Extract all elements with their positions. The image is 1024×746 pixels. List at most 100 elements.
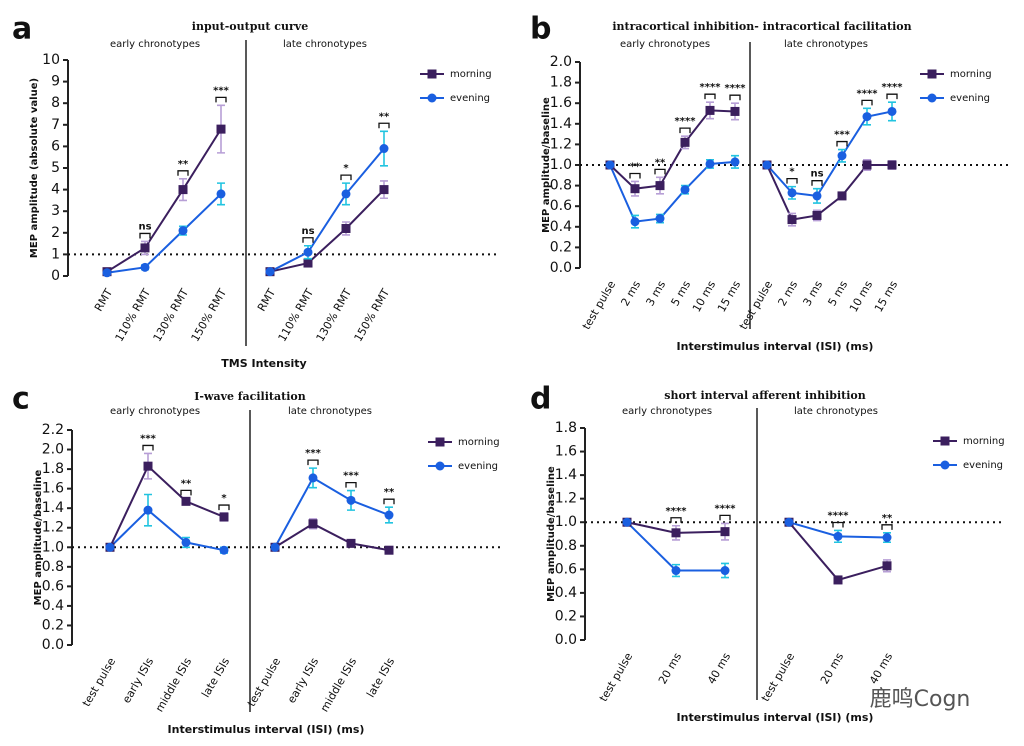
legend-marker [940, 436, 950, 446]
x-tick-label: middle ISIs [153, 655, 195, 714]
legend-marker [940, 460, 950, 470]
data-point [178, 185, 188, 195]
data-point [887, 160, 897, 170]
legend-label: evening [950, 93, 990, 104]
data-point [833, 531, 843, 541]
x-axis-label: TMS Intensity [221, 357, 306, 370]
legend-label: evening [450, 93, 490, 104]
data-point [705, 105, 715, 115]
data-point [341, 189, 351, 199]
data-point [102, 268, 112, 278]
significance-bracket [811, 180, 823, 186]
y-tick-label: 1.2 [555, 491, 577, 507]
significance-bracket [142, 444, 154, 451]
significance-label: **** [857, 88, 879, 99]
x-tick-label: test pulse [759, 650, 797, 704]
data-point [105, 542, 115, 552]
data-point [181, 537, 191, 547]
y-tick-label: 0.4 [42, 598, 64, 614]
data-point [270, 542, 280, 552]
significance-label: *** [834, 130, 850, 141]
data-point [787, 188, 797, 198]
series-line [269, 188, 385, 273]
x-tick-label: 10 ms [690, 278, 718, 314]
watermark: 鹿鸣Cogn [870, 687, 971, 712]
data-point [812, 210, 822, 220]
significance-label: ** [181, 478, 192, 489]
legend-marker [427, 69, 437, 79]
data-point [730, 157, 740, 167]
significance-bracket [302, 237, 314, 243]
x-tick-label: 2 ms [618, 278, 643, 308]
legend-marker [435, 437, 445, 447]
significance-bracket [861, 99, 873, 106]
x-tick-label: 3 ms [643, 278, 668, 308]
y-tick-label: 0.0 [42, 637, 64, 653]
x-axis-label: Interstimulus interval (ISI) (ms) [168, 723, 365, 736]
x-tick-label: 40 ms [705, 650, 733, 686]
significance-label: ** [655, 157, 666, 168]
y-axis-label: MEP amplitude/baseline [541, 97, 552, 233]
y-tick-label: 1.0 [555, 514, 577, 530]
y-tick-label: 2.0 [550, 54, 572, 70]
data-point [784, 517, 794, 527]
y-tick-label: 0.8 [555, 538, 577, 554]
data-point [882, 561, 892, 571]
significance-label: ns [301, 226, 314, 237]
significance-label: **** [882, 82, 904, 93]
y-tick-label: 0.6 [550, 198, 572, 214]
y-tick-label: 1.4 [550, 116, 572, 132]
data-point [341, 223, 351, 233]
x-tick-label: late ISIs [364, 655, 397, 699]
x-tick-label: late ISIs [199, 655, 232, 699]
significance-bracket [307, 459, 319, 466]
legend-label: morning [963, 436, 1005, 447]
significance-bracket [654, 168, 666, 175]
significance-bracket [177, 170, 189, 176]
series-line [109, 508, 225, 552]
data-point [143, 461, 153, 471]
y-tick-label: 9 [51, 74, 60, 90]
y-tick-label: 0.8 [550, 178, 572, 194]
series-line [106, 193, 222, 274]
significance-label: **** [715, 503, 737, 514]
significance-label: ns [138, 221, 151, 232]
data-point [303, 247, 313, 257]
data-point [303, 258, 313, 268]
legend-label: morning [450, 69, 492, 80]
x-axis-label: Interstimulus interval (ISI) (ms) [677, 340, 874, 353]
y-tick-label: 10 [42, 52, 60, 68]
y-tick-label: 0.2 [550, 239, 572, 255]
y-tick-label: 1.6 [42, 481, 64, 497]
significance-label: ** [630, 161, 641, 172]
x-tick-label: test pulse [737, 278, 775, 332]
significance-bracket [881, 524, 893, 530]
significance-bracket [218, 504, 230, 511]
chart-title: short interval afferent inhibition [664, 389, 866, 402]
chart-title: intracortical inhibition- intracortical … [612, 20, 911, 33]
significance-label: **** [700, 82, 722, 93]
legend-marker [435, 461, 445, 471]
significance-label: *** [343, 471, 359, 482]
data-point [346, 538, 356, 548]
significance-label: ** [882, 513, 893, 524]
significance-bracket [345, 481, 357, 488]
y-tick-label: 1.8 [42, 461, 64, 477]
data-point [720, 527, 730, 537]
series-line [609, 109, 736, 190]
data-point [140, 243, 150, 253]
y-tick-label: 1.4 [42, 500, 64, 516]
data-point [862, 112, 872, 122]
data-point [630, 217, 640, 227]
x-tick-label: early ISIs [120, 655, 157, 705]
data-point [720, 566, 730, 576]
legend-label: evening [963, 460, 1003, 471]
legend-label: morning [458, 437, 500, 448]
x-tick-label: 40 ms [867, 650, 895, 686]
significance-label: * [221, 493, 227, 504]
group-label: early chronotypes [622, 406, 712, 417]
data-point [787, 215, 797, 225]
data-point [705, 159, 715, 169]
x-tick-label: 3 ms [800, 278, 825, 308]
